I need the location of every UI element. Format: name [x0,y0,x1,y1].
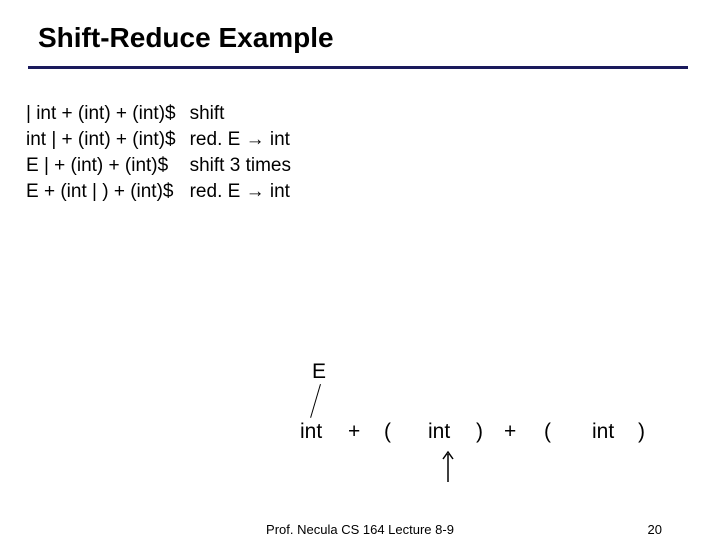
trace-action: red. E → int [190,179,291,205]
tree-token: int [428,420,450,444]
tree-token: int [592,420,614,444]
tree-token: ) [476,420,483,444]
trace-action: shift 3 times [190,153,291,179]
trace-row: E | + (int) + (int)$shift 3 times [26,153,291,179]
trace-stack-input: int | + (int) + (int)$ [26,127,190,153]
trace-stack-input: | int + (int) + (int)$ [26,101,190,127]
footer-page-number: 20 [648,522,662,537]
trace-action: shift [190,101,291,127]
trace-row: E + (int | ) + (int)$red. E → int [26,179,291,205]
up-arrow-icon [440,448,456,484]
trace-table: | int + (int) + (int)$shiftint | + (int)… [26,101,291,205]
page-title: Shift-Reduce Example [38,22,720,54]
trace-action: red. E → int [190,127,291,153]
tree-token: + [504,420,516,444]
tree-token: ) [638,420,645,444]
tree-token: + [348,420,360,444]
footer-center-text: Prof. Necula CS 164 Lecture 8-9 [266,522,454,537]
trace-row: | int + (int) + (int)$shift [26,101,291,127]
trace-stack-input: E + (int | ) + (int)$ [26,179,190,205]
trace-row: int | + (int) + (int)$red. E → int [26,127,291,153]
tree-token: ( [384,420,391,444]
trace-stack-input: E | + (int) + (int)$ [26,153,190,179]
tree-token: int [300,420,322,444]
tree-nonterminal: E [312,360,326,384]
tree-edge [310,384,321,418]
tree-token: ( [544,420,551,444]
trace-content: | int + (int) + (int)$shiftint | + (int)… [0,69,720,205]
